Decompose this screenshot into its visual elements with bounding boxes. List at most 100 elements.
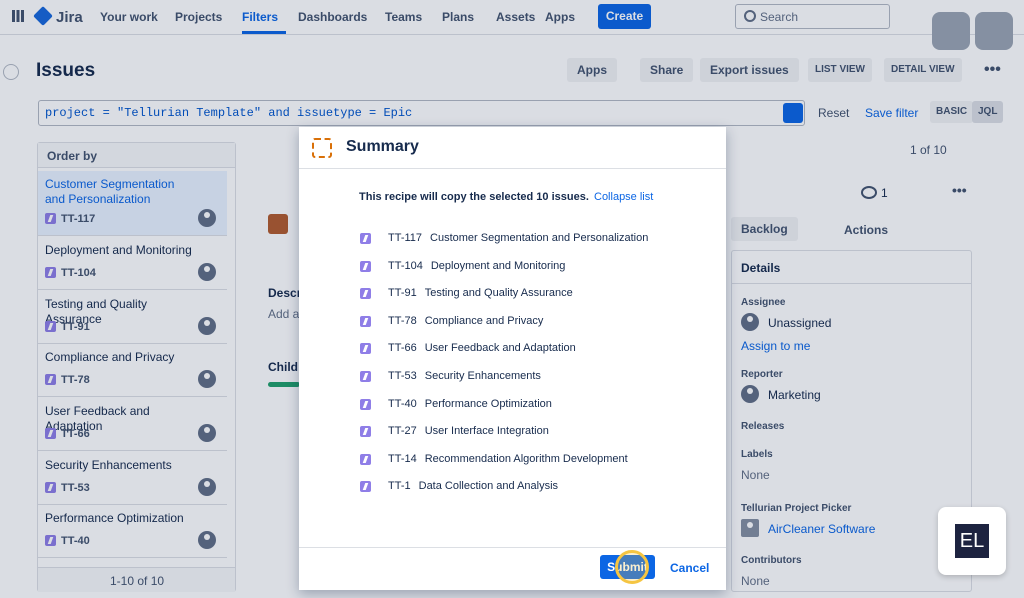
epic-icon xyxy=(45,535,56,546)
jql-search[interactable] xyxy=(783,103,803,123)
jql-text[interactable]: project = "Tellurian Template" and issue… xyxy=(45,106,413,120)
nav-item[interactable]: Plans xyxy=(442,10,475,24)
view-toggle[interactable]: DETAIL VIEW xyxy=(884,58,962,82)
field-value: None xyxy=(741,574,770,588)
query-mode[interactable]: JQL xyxy=(972,101,1004,123)
assignee-avatar xyxy=(198,263,216,281)
modal-title: Summary xyxy=(346,138,419,155)
epic-icon xyxy=(360,343,371,355)
issue-key: TT-53 xyxy=(61,482,90,494)
expand-button[interactable] xyxy=(975,12,1013,50)
modal-item-title: User Interface Integration xyxy=(424,425,549,438)
epic-icon xyxy=(360,453,371,465)
search-box[interactable]: Search xyxy=(735,4,890,29)
product-name[interactable]: Jira xyxy=(56,9,83,26)
epic-icon xyxy=(360,315,371,327)
epic-icon xyxy=(360,233,371,244)
modal-item-key: TT-1 xyxy=(388,480,411,493)
page-action[interactable]: Apps xyxy=(567,58,617,82)
cancel-button[interactable]: Cancel xyxy=(670,561,710,575)
nav-item[interactable]: Teams xyxy=(385,10,423,24)
field-label: Releases xyxy=(741,421,785,432)
modal-item-key: TT-27 xyxy=(388,425,417,438)
field-label: Tellurian Project Picker xyxy=(741,503,852,514)
modal-intro: This recipe will copy the selected 10 is… xyxy=(359,191,589,203)
save-filter[interactable]: Save filter xyxy=(865,106,919,120)
search-icon xyxy=(744,10,756,22)
nav-item[interactable]: Apps xyxy=(545,10,575,24)
issue-title: Security Enhancements xyxy=(45,458,172,472)
description-label: Descr xyxy=(268,286,302,300)
sidebar-toggle[interactable] xyxy=(3,64,19,80)
assignee-avatar xyxy=(198,370,216,388)
description-placeholder[interactable]: Add a xyxy=(268,307,300,321)
field-link[interactable]: Assign to me xyxy=(741,339,811,353)
epic-icon xyxy=(45,213,56,224)
nav-item[interactable]: Filters xyxy=(242,10,279,24)
nav-item[interactable]: Projects xyxy=(175,10,223,24)
issue-row[interactable]: Performance Optimization TT-40 xyxy=(38,505,227,558)
issue-row[interactable]: Deployment and Monitoring TT-104 xyxy=(38,237,227,290)
issue-row[interactable]: Security Enhancements TT-53 xyxy=(38,452,227,505)
epic-icon xyxy=(360,288,371,300)
issue-key: TT-78 xyxy=(61,374,90,386)
issue-title: Testing and Quality Assurance xyxy=(45,297,148,326)
issue-count: 1 of 10 xyxy=(910,143,947,157)
issue-row[interactable]: Testing and Quality Assurance TT-91 xyxy=(38,291,227,344)
modal-item-key: TT-117 xyxy=(388,232,423,244)
field-value[interactable]: AirCleaner Software xyxy=(768,522,876,536)
issue-title: Customer Segmentation and Personalizatio… xyxy=(45,177,175,206)
issue-row[interactable]: User Feedback and Adaptation TT-66 xyxy=(38,398,227,451)
modal-divider xyxy=(299,168,726,169)
modal-item-title: Customer Segmentation and Personalizatio… xyxy=(430,232,649,244)
actions-button[interactable]: Actions xyxy=(844,223,889,237)
pager: 1-10 of 10 xyxy=(110,574,165,588)
issue-title: User Feedback and Adaptation xyxy=(45,404,150,433)
share-link-button[interactable] xyxy=(932,12,970,50)
issue-key: TT-104 xyxy=(61,267,96,279)
issue-key: TT-117 xyxy=(61,213,96,225)
field-icon xyxy=(741,385,759,403)
reset-link[interactable]: Reset xyxy=(818,106,850,120)
more-button[interactable]: ••• xyxy=(984,61,1001,78)
collapse-link[interactable]: Collapse list xyxy=(594,191,654,203)
field-icon xyxy=(741,519,759,537)
cursor-highlight xyxy=(615,550,649,584)
field-label: Assignee xyxy=(741,297,786,308)
modal-item-key: TT-104 xyxy=(388,259,423,272)
details-panel: Details Assignee Unassigned Assign to me Re… xyxy=(731,250,972,592)
modal-item-title: Testing and Quality Assurance xyxy=(424,287,573,300)
modal-item-title: Compliance and Privacy xyxy=(424,314,544,327)
issue-row[interactable]: Customer Segmentation and Personalizatio… xyxy=(38,171,227,236)
epic-icon xyxy=(360,426,371,438)
page-action[interactable]: Export issues xyxy=(700,58,799,82)
details-header[interactable]: Details xyxy=(732,251,971,284)
epic-icon xyxy=(360,260,371,272)
order-by[interactable]: Order by xyxy=(47,149,98,163)
modal-item-key: TT-91 xyxy=(388,287,417,300)
recipe-icon xyxy=(312,138,332,158)
assignee-avatar xyxy=(198,209,216,227)
query-mode[interactable]: BASIC xyxy=(930,101,974,123)
modal-item-key: TT-78 xyxy=(388,314,417,327)
issue-title: Deployment and Monitoring xyxy=(45,243,192,257)
nav-item[interactable]: Dashboards xyxy=(298,10,368,24)
issue-more[interactable]: ••• xyxy=(952,182,967,198)
epic-icon xyxy=(45,374,56,385)
issue-row[interactable]: Compliance and Privacy TT-78 xyxy=(38,344,227,397)
assignee-avatar xyxy=(198,424,216,442)
jql-box[interactable]: project = "Tellurian Template" and issue… xyxy=(38,100,805,126)
field-value: Unassigned xyxy=(768,316,832,330)
create-button[interactable]: Create xyxy=(598,4,651,29)
page-action[interactable]: Share xyxy=(640,58,694,82)
assignee-avatar xyxy=(198,478,216,496)
status-button[interactable]: Backlog xyxy=(731,217,798,241)
modal-item-title: Security Enhancements xyxy=(424,370,541,382)
watch-icon[interactable] xyxy=(861,186,877,199)
view-toggle[interactable]: LIST VIEW xyxy=(808,58,872,82)
nav-item[interactable]: Your work xyxy=(100,10,158,24)
issue-list: Order by Customer Segmentation and Perso… xyxy=(37,142,236,592)
app-switcher[interactable] xyxy=(12,10,24,22)
nav-item[interactable]: Assets xyxy=(496,10,536,24)
